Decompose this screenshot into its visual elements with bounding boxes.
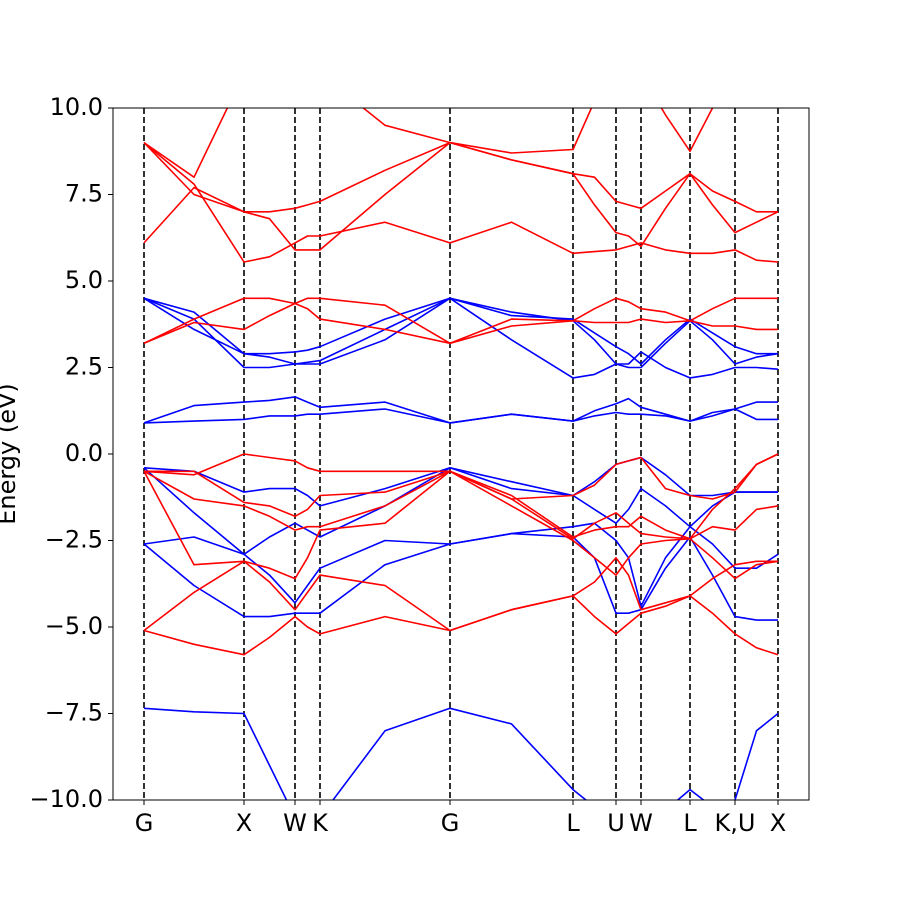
x-tick-label: K (312, 809, 329, 837)
band-line (143, 707, 779, 800)
y-axis-label: Energy (eV) (0, 383, 21, 525)
band-line (143, 141, 779, 251)
band-line (143, 297, 778, 345)
y-tick-label: 5.0 (65, 266, 103, 294)
x-tick-label: X (236, 809, 252, 837)
x-tick-label: X (770, 809, 786, 837)
y-tick-label: 10.0 (50, 93, 103, 121)
band-line (143, 557, 778, 632)
x-tick-label: L (566, 809, 580, 837)
x-tick-label: U (607, 809, 625, 837)
band-line (143, 108, 714, 178)
band-line (143, 297, 778, 365)
band-line (143, 297, 779, 379)
x-tick-label: W (283, 809, 307, 837)
x-tick-label: K,U (715, 809, 756, 837)
y-tick-label: −5.0 (45, 612, 103, 640)
band-line (143, 470, 779, 540)
y-tick-label: −2.5 (45, 526, 103, 554)
y-tick-label: 0.0 (65, 439, 103, 467)
band-line (143, 522, 779, 607)
y-tick-label: −10.0 (29, 785, 103, 813)
x-tick-label: G (441, 809, 460, 837)
y-tick-label: 7.5 (65, 180, 103, 208)
band-line (143, 396, 778, 424)
band-line (143, 453, 779, 500)
bands (143, 108, 779, 800)
band-line (144, 453, 779, 540)
y-tick-label: −7.5 (45, 699, 103, 727)
x-tick-label: G (135, 809, 154, 837)
axes: −10.0−7.5−5.0−2.50.02.55.07.510.0G X W K G L U… (29, 93, 786, 837)
band-line (143, 470, 779, 580)
x-tick-label: L (683, 809, 697, 837)
band-line (143, 141, 779, 263)
x-tick-label: W (629, 809, 653, 837)
y-tick-label: 2.5 (65, 353, 103, 381)
